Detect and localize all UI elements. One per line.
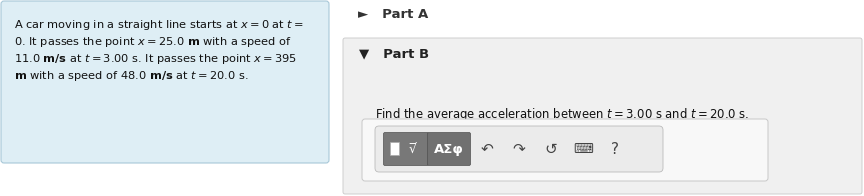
- Bar: [390, 142, 399, 155]
- Text: ⌨: ⌨: [573, 142, 593, 156]
- FancyBboxPatch shape: [362, 119, 768, 181]
- Text: ?: ?: [611, 142, 619, 156]
- Text: √̅: √̅: [409, 142, 416, 155]
- Text: Find the average acceleration between $t = 3.00$ s and $t = 20.0$ s.: Find the average acceleration between $t…: [375, 106, 749, 123]
- Text: $\mathbf{m}$ with a speed of $48.0$ $\mathbf{m/s}$ at $t = 20.0$ s.: $\mathbf{m}$ with a speed of $48.0$ $\ma…: [14, 69, 249, 83]
- Text: ►   Part A: ► Part A: [358, 8, 429, 21]
- Bar: [340, 0, 864, 196]
- FancyBboxPatch shape: [428, 132, 471, 165]
- Text: ↷: ↷: [512, 142, 525, 156]
- Text: ↶: ↶: [480, 142, 493, 156]
- Text: ΑΣφ: ΑΣφ: [434, 142, 464, 155]
- FancyBboxPatch shape: [1, 1, 329, 163]
- Text: $0$. It passes the point $x = 25.0$ $\mathbf{m}$ with a speed of: $0$. It passes the point $x = 25.0$ $\ma…: [14, 35, 292, 49]
- FancyBboxPatch shape: [343, 38, 862, 194]
- FancyBboxPatch shape: [384, 132, 429, 165]
- FancyBboxPatch shape: [375, 126, 663, 172]
- Text: $11.0$ $\mathbf{m/s}$ at $t = 3.00$ s. It passes the point $x = 395$: $11.0$ $\mathbf{m/s}$ at $t = 3.00$ s. I…: [14, 52, 297, 66]
- Text: A car moving in a straight line starts at $x = 0$ at $t =$: A car moving in a straight line starts a…: [14, 18, 304, 32]
- Text: ▼   Part B: ▼ Part B: [359, 47, 429, 60]
- Text: ↺: ↺: [544, 142, 557, 156]
